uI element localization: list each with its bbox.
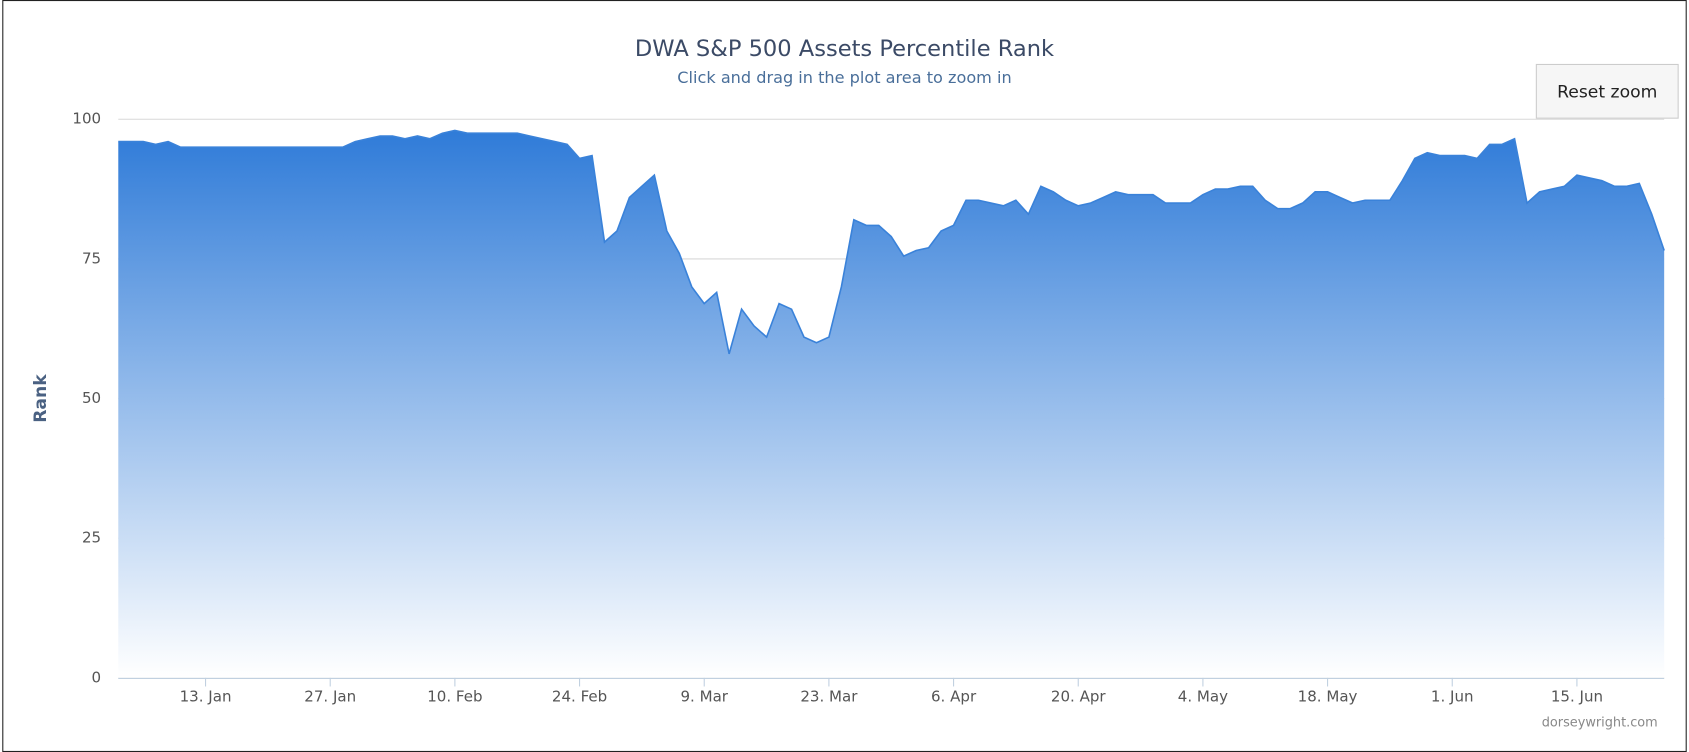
y-tick-label: 0: [92, 668, 102, 686]
x-tick-label: 6. Apr: [931, 688, 977, 706]
x-tick-label: 18. May: [1298, 688, 1358, 706]
y-axis-title: Rank: [31, 374, 51, 423]
area-fill: [118, 130, 1665, 678]
button-label[interactable]: Reset zoom: [1557, 82, 1657, 102]
y-tick-label: 25: [82, 529, 101, 547]
x-tick-label: 24. Feb: [552, 688, 607, 706]
x-tick-label: 10. Feb: [427, 688, 482, 706]
x-tick-label: 13. Jan: [180, 688, 232, 706]
x-tick-label: 20. Apr: [1051, 688, 1107, 706]
area-line: [118, 129, 1665, 355]
x-tick-label: 9. Mar: [680, 688, 728, 706]
chart-subtitle: Click and drag in the plot area to zoom …: [677, 68, 1011, 87]
reset-zoom-button[interactable]: Reset zoom: [1535, 63, 1679, 119]
y-tick-label: 100: [72, 110, 101, 128]
chart-title: DWA S&P 500 Assets Percentile Rank: [635, 36, 1054, 62]
y-tick-label: 50: [82, 389, 101, 407]
x-tick-label: 27. Jan: [304, 688, 356, 706]
x-tick-label: 1. Jun: [1431, 688, 1474, 706]
x-tick-label: 4. May: [1178, 688, 1228, 706]
y-tick-label: 75: [82, 249, 101, 267]
x-tick-label: 15. Jun: [1551, 688, 1603, 706]
credits: dorseywright.com: [1542, 715, 1658, 730]
x-tick-label: 23. Mar: [800, 688, 858, 706]
button-box[interactable]: [1535, 63, 1679, 119]
